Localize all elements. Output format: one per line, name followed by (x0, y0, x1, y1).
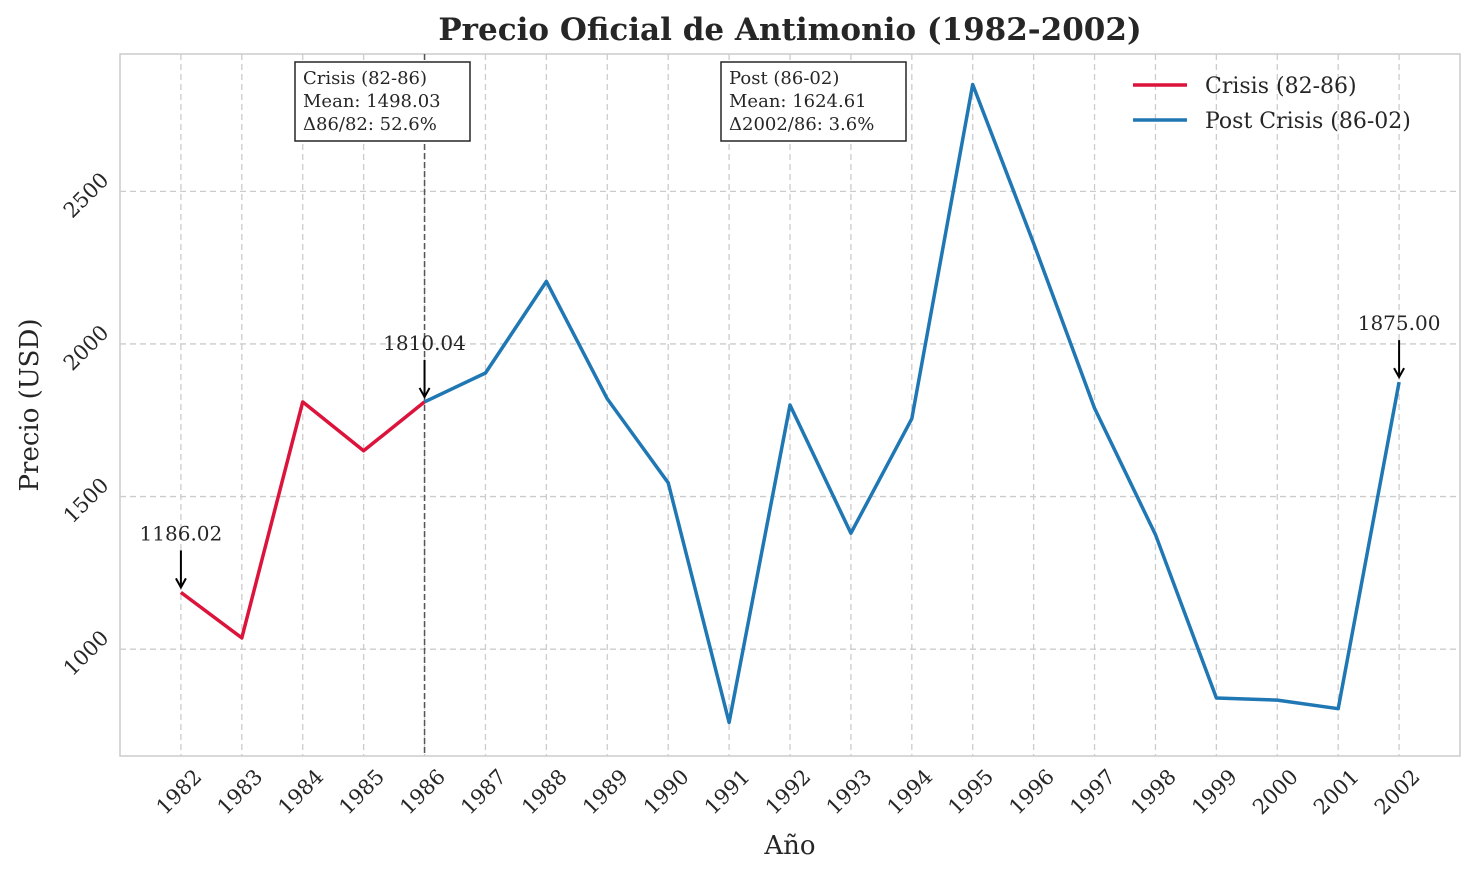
annotation-arrow-head (1393, 367, 1405, 380)
x-tick-label: 1993 (822, 765, 877, 820)
value-annotations: 1186.02 1810.04 1875.00 (140, 311, 1441, 590)
x-tick-label: 1998 (1126, 765, 1181, 820)
legend-label-crisis: Crisis (82-86) (1205, 74, 1357, 99)
value-annotation: 1810.04 (383, 331, 466, 355)
x-tick-label: 1994 (883, 765, 938, 820)
annotation-arrow-head (175, 577, 187, 590)
y-tick-label: 1500 (59, 473, 114, 528)
plot-area-frame (119, 53, 1461, 757)
y-axis-label: Precio (USD) (15, 319, 45, 492)
annotation-arrow-head (418, 387, 431, 399)
x-tick-label: 2001 (1309, 765, 1364, 820)
x-tick-label: 1999 (1187, 765, 1242, 820)
x-tick-label: 1984 (273, 765, 328, 820)
x-tick-label: 1990 (639, 765, 694, 820)
chart-title: Precio Oficial de Antimonio (1982-2002) (438, 12, 1141, 48)
x-tick-label: 2002 (1370, 765, 1425, 820)
series-line-post-crisis (423, 82, 1401, 725)
stat-box-post: Post (86-02) Mean: 1624.61 Δ2002/86: 3.6… (720, 61, 907, 142)
value-annotation: 1875.00 (1358, 311, 1441, 335)
x-tick-label: 1982 (152, 765, 207, 820)
x-tick-label: 2000 (1248, 765, 1303, 820)
x-tick-label: 1983 (213, 765, 268, 820)
x-tick-label: 1985 (334, 765, 389, 820)
y-tick-label: 2000 (59, 321, 114, 376)
x-tick-label: 1987 (456, 765, 511, 820)
x-tick-label: 1996 (1004, 765, 1059, 820)
stat-box-post-line: Post (86-02) (729, 68, 839, 89)
stat-box-post-line: Mean: 1624.61 (729, 91, 867, 112)
x-tick-label: 1989 (578, 765, 633, 820)
x-tick-label: 1986 (395, 765, 450, 820)
y-tick-label: 1000 (59, 626, 114, 681)
y-tick-label: 2500 (59, 168, 114, 223)
series-line-crisis (179, 400, 426, 640)
series-lines (179, 82, 1401, 725)
x-tick-label: 1995 (943, 765, 998, 820)
stat-box-post-line: Δ2002/86: 3.6% (729, 114, 874, 135)
value-annotation: 1186.02 (140, 521, 223, 545)
x-tick-label: 1997 (1065, 765, 1120, 820)
x-axis-ticks: 1982 1983 1984 1985 1986 1987 1988 1989 1990 1991… (152, 765, 1425, 820)
x-tick-label: 1992 (761, 765, 816, 820)
legend-label-post: Post Crisis (86-02) (1205, 109, 1411, 134)
stat-box-crisis-line: Mean: 1498.03 (303, 91, 441, 112)
legend: Crisis (82-86) Post Crisis (86-02) (1133, 74, 1411, 134)
stat-box-crisis-line: Crisis (82-86) (303, 68, 427, 89)
y-axis-ticks: 1000 1500 2000 2500 (59, 168, 114, 681)
x-tick-label: 1988 (517, 765, 572, 820)
stat-box-crisis-line: Δ86/82: 52.6% (303, 114, 437, 135)
stat-box-crisis: Crisis (82-86) Mean: 1498.03 Δ86/82: 52.… (294, 61, 471, 142)
x-axis-label: Año (763, 831, 815, 861)
x-tick-label: 1991 (700, 765, 755, 820)
